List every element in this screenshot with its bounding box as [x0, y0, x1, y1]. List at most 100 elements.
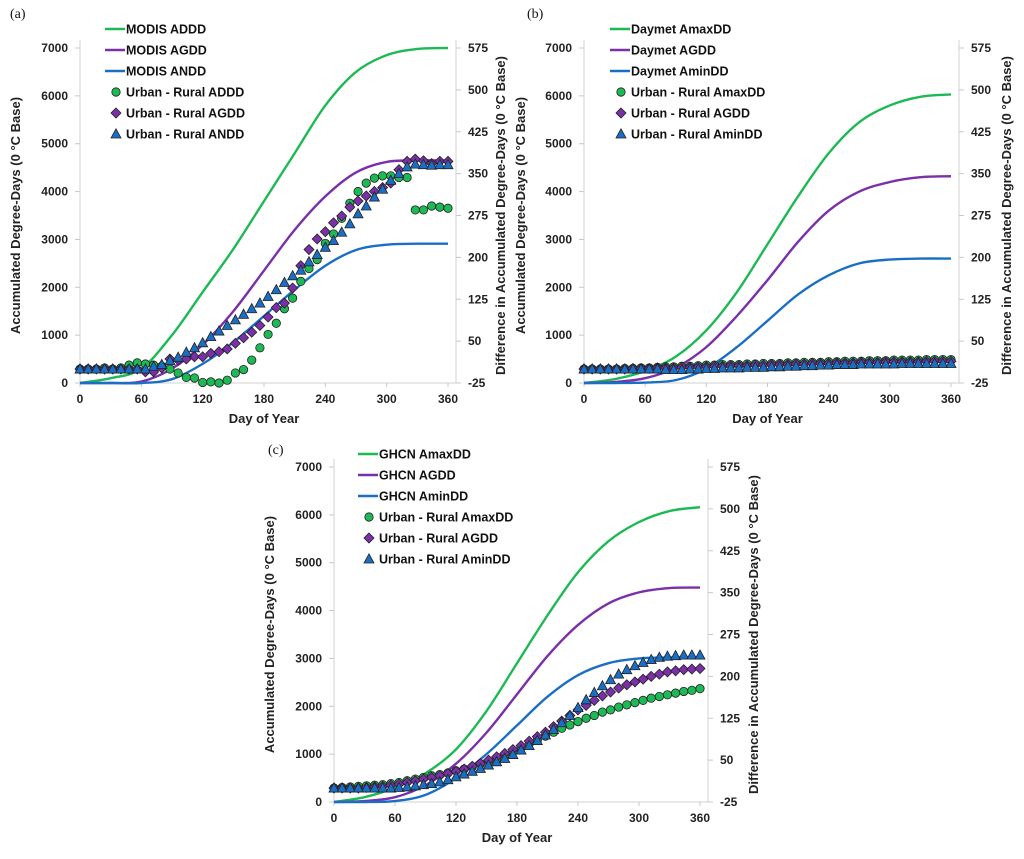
scatter-point	[695, 684, 705, 694]
x-tick-label: 360	[690, 811, 710, 825]
scatter-point	[172, 351, 184, 362]
scatter-point	[653, 651, 666, 662]
scatter-point	[344, 782, 356, 793]
scatter-point	[425, 777, 438, 788]
scatter-point	[434, 775, 446, 787]
scatter-point	[90, 363, 103, 374]
y-tick-label: 2000	[41, 280, 68, 294]
x-tick-label: 240	[819, 392, 839, 406]
chart-panel-a: (a) 0 60 120 180 240 300 360 0 1000 2000 3000 4000 50…	[8, 7, 508, 426]
scatter-point	[782, 360, 794, 371]
x-tick-label: 120	[446, 811, 466, 825]
scatter-point	[139, 363, 152, 374]
scatter-point	[271, 318, 281, 328]
y2-axis-title: Difference in Accumulated Degree-Days (0…	[746, 475, 761, 794]
y2-tick-label: 425	[720, 544, 740, 558]
x-axis-title: Day of Year	[482, 830, 553, 845]
scatter-point	[596, 690, 608, 702]
scatter-point	[515, 744, 527, 755]
y-tick-label: 1000	[295, 747, 322, 761]
scatter-point	[678, 649, 690, 660]
y2-tick-label: 200	[971, 250, 991, 264]
scatter-point	[425, 159, 438, 170]
x-tick-label: 240	[315, 392, 335, 406]
scatter-point	[311, 233, 323, 245]
y2-tick-label: -25	[468, 376, 486, 390]
scatter-point	[920, 357, 933, 368]
legend-label: Urban - Rural AGDD	[126, 107, 245, 121]
scatter-point	[353, 186, 363, 197]
legend-label: Urban - Rural AminDD	[379, 553, 511, 567]
scatter-point	[741, 361, 753, 372]
scatter-series-urban-rural-amaxdd	[329, 684, 705, 793]
scatter-point	[368, 191, 381, 202]
scatter-point	[686, 663, 698, 675]
x-tick-label: 180	[757, 392, 777, 406]
scatter-point	[627, 363, 639, 374]
scatter-point	[246, 326, 258, 338]
scatter-point	[262, 311, 274, 323]
y2-tick-label: 500	[468, 83, 488, 97]
scatter-point	[581, 713, 591, 723]
y2-axis-title: Difference in Accumulated Degree-Days (0…	[999, 56, 1014, 375]
scatter-point	[654, 691, 664, 702]
x-tick-label: 360	[941, 392, 961, 406]
y-axis-title: Accumulated Degree-Days (0 °C Base)	[262, 516, 277, 753]
series-line-modis-agdd	[79, 159, 449, 385]
scatter-point	[434, 158, 446, 170]
scatter-point	[678, 664, 690, 676]
scatter-point	[619, 363, 631, 374]
scatter-point	[409, 779, 422, 791]
scatter-point	[213, 325, 225, 336]
legend-label: MODIS ANDD	[126, 65, 206, 79]
scatter-point	[635, 363, 647, 374]
scatter-point	[662, 690, 673, 700]
legend-label: Urban - Rural AGDD	[631, 107, 750, 121]
scatter-point	[450, 770, 462, 782]
legend-label: MODIS AGDD	[126, 44, 207, 58]
scatter-point	[499, 752, 511, 763]
scatter-point	[556, 716, 568, 728]
scatter-point	[82, 363, 94, 374]
series-line-daymet-agdd	[583, 175, 952, 385]
y-tick-label: 2000	[295, 699, 322, 713]
scatter-point	[589, 710, 599, 721]
chart-panel-b: (b) 0 60 120 180 240 300 360 0 1000 2000 3000 4000 50…	[513, 7, 1014, 426]
legend-label: Urban - Rural ADDD	[126, 86, 244, 100]
y2-tick-label: 575	[468, 41, 488, 55]
scatter-point	[360, 199, 372, 211]
y-tick-label: 6000	[41, 89, 68, 103]
scatter-point	[646, 693, 656, 703]
scatter-point	[328, 782, 340, 793]
y-tick-label: 3000	[545, 232, 572, 246]
scatter-point	[643, 363, 655, 374]
scatter-point	[401, 780, 413, 792]
legend-label: Daymet AGDD	[631, 44, 716, 58]
scatter-point	[686, 649, 698, 660]
legend-marker-swatch	[363, 552, 375, 564]
x-tick-label: 120	[193, 392, 213, 406]
y2-tick-label: 125	[971, 292, 991, 306]
scatter-point	[904, 357, 916, 368]
scatter-point	[287, 282, 299, 294]
scatter-point	[523, 739, 535, 751]
scatter-point	[254, 319, 266, 332]
scatter-point	[221, 319, 233, 330]
scatter-point	[871, 357, 884, 369]
x-tick-label: 60	[388, 811, 402, 825]
scatter-series-urban-rural-amindd	[328, 649, 706, 793]
scatter-point	[645, 653, 657, 665]
scatter-point	[661, 650, 674, 661]
y-tick-label: 1000	[41, 328, 68, 342]
scatter-series-urban-rural-andd	[74, 158, 454, 374]
y2-tick-label: -25	[971, 376, 989, 390]
legend: GHCN AmaxDD GHCN AGDD GHCN AminDD Urban - R…	[358, 448, 513, 567]
scatter-point	[668, 363, 680, 375]
y2-tick-label: 425	[971, 125, 991, 139]
x-tick-label: 0	[77, 392, 84, 406]
series-line-ghcn-agdd	[333, 586, 701, 804]
scatter-point	[238, 364, 249, 375]
x-tick-label: 0	[331, 811, 338, 825]
y2-tick-label: 200	[468, 250, 488, 264]
scatter-point	[669, 649, 682, 661]
